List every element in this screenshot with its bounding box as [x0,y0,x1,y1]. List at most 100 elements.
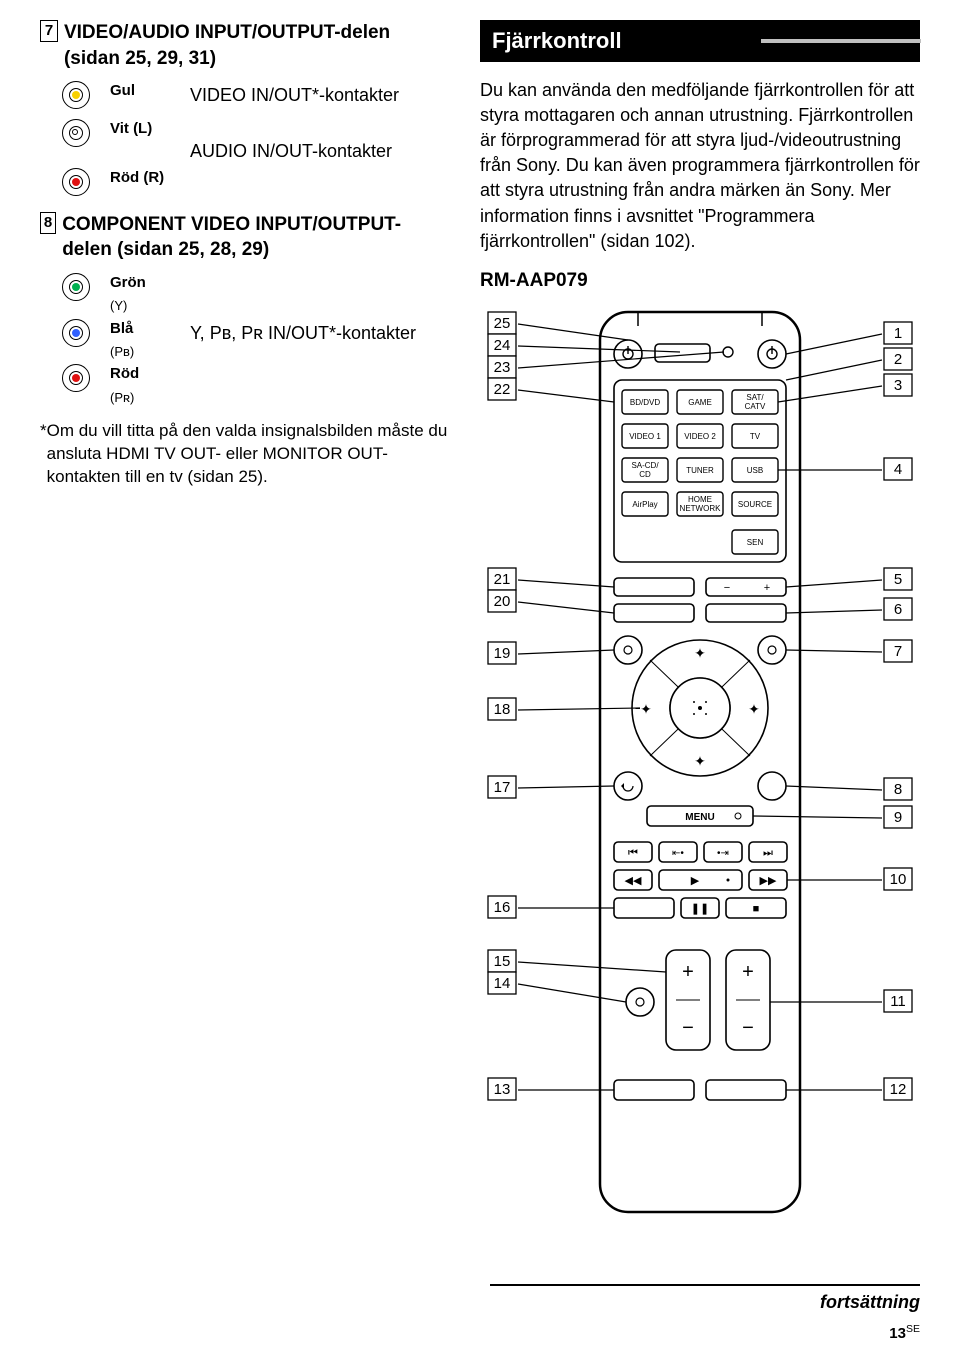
page-number: 13SE [889,1322,920,1344]
svg-text:TUNER: TUNER [686,466,714,475]
svg-text:6: 6 [894,601,902,618]
right-column: Fjärrkontroll Du kan använda den medfölj… [480,20,920,1222]
svg-text:NETWORK: NETWORK [680,504,722,513]
svg-text:✦: ✦ [748,701,760,717]
svg-text:16: 16 [494,899,511,916]
rca-icon-red [62,168,90,196]
svg-text:21: 21 [494,571,511,588]
svg-text:◀◀: ◀◀ [625,875,642,887]
svg-text:+: + [682,961,694,983]
section-8-title-text: COMPONENT VIDEO INPUT/OUTPUT-delen (sida… [62,212,450,263]
connector-color: Röd [110,364,190,384]
svg-text:22: 22 [494,381,511,398]
svg-text:3: 3 [894,377,902,394]
connector-color: Blå [110,319,190,339]
svg-text:5: 5 [894,571,902,588]
svg-text:VIDEO 2: VIDEO 2 [684,432,716,441]
footnote-text: Om du vill titta på den valda insignalsb… [47,420,450,489]
svg-text:+: + [764,582,770,594]
svg-text:1: 1 [894,325,902,342]
svg-text:✦: ✦ [694,645,706,661]
svg-text:4: 4 [894,461,902,478]
connector-row: Vit (L) AUDIO IN/OUT-kontakter [62,119,450,163]
svg-text:HOME: HOME [688,495,712,504]
svg-text:SAT/: SAT/ [746,393,764,402]
svg-text:✦: ✦ [694,753,706,769]
rca-icon-blue [62,319,90,347]
svg-text:MENU: MENU [685,812,714,823]
section-8-title: 8 COMPONENT VIDEO INPUT/OUTPUT-delen (si… [40,212,450,263]
connector-sublabel: (Pʙ) [110,343,190,361]
svg-text:23: 23 [494,359,511,376]
svg-text:✦: ✦ [640,701,652,717]
svg-text:10: 10 [890,871,907,888]
fjarr-header: Fjärrkontroll [480,20,920,62]
rca-icon-red [62,364,90,392]
svg-text:BD/DVD: BD/DVD [630,398,660,407]
svg-text:SOURCE: SOURCE [738,500,772,509]
svg-text:24: 24 [494,337,511,354]
svg-text:14: 14 [494,975,511,992]
svg-text:9: 9 [894,809,902,826]
connector-label: AUDIO IN/OUT-kontakter [190,119,450,163]
svg-text:15: 15 [494,953,511,970]
svg-text:−: − [724,582,730,594]
connector-color: Vit (L) [110,119,190,139]
svg-text:SEN: SEN [747,538,764,547]
svg-text:USB: USB [747,466,763,475]
svg-text:▶▶: ▶▶ [760,875,777,887]
connector-color: Grön [110,273,190,293]
svg-text:AirPlay: AirPlay [632,500,657,509]
svg-text:⏭: ⏭ [763,847,773,859]
svg-text:−: − [742,1017,754,1039]
connector-sublabel: (Y) [110,297,190,315]
svg-text:17: 17 [494,779,511,796]
svg-text:18: 18 [494,701,511,718]
svg-text:20: 20 [494,593,511,610]
svg-text:VIDEO 1: VIDEO 1 [629,432,661,441]
svg-text:SA-CD/: SA-CD/ [631,461,659,470]
svg-text:CATV: CATV [745,402,766,411]
svg-text:GAME: GAME [688,398,712,407]
rca-icon-green [62,273,90,301]
svg-text:CD: CD [639,470,651,479]
svg-text:•⇥: •⇥ [717,848,729,859]
connector-row: Röd (Pʀ) [62,364,450,406]
svg-text:12: 12 [890,1081,907,1098]
svg-text:⏮: ⏮ [628,847,638,859]
remote-figure: BD/DVD GAME SAT/CATV VIDEO 1 VIDEO 2 TV [480,302,920,1222]
svg-text:25: 25 [494,315,511,332]
svg-text:−: − [682,1017,694,1039]
svg-text:❚❚: ❚❚ [691,903,709,915]
svg-text:7: 7 [894,643,902,660]
connector-color: Gul [110,81,190,101]
connector-label: VIDEO IN/OUT*-kontakter [190,81,450,107]
continuation-label: fortsättning [490,1284,920,1314]
remote-svg: BD/DVD GAME SAT/CATV VIDEO 1 VIDEO 2 TV [480,302,920,1222]
svg-text:▶: ▶ [691,875,700,887]
svg-text:8: 8 [894,781,902,798]
rca-icon-yellow [62,81,90,109]
svg-text:11: 11 [890,993,906,1010]
connector-row: Blå (Pʙ) Y, Pʙ, Pʀ IN/OUT*-kontakter [62,319,450,361]
svg-text:2: 2 [894,351,902,368]
connector-label: Y, Pʙ, Pʀ IN/OUT*-kontakter [190,319,450,345]
svg-text:■: ■ [753,903,760,915]
svg-text:19: 19 [494,645,511,662]
section-7-title-text: VIDEO/AUDIO INPUT/OUTPUT-delen (sidan 25… [64,20,450,71]
connector-row: Gul VIDEO IN/OUT*-kontakter [62,81,450,109]
connector-sublabel: (Pʀ) [110,389,190,407]
left-column: 7 VIDEO/AUDIO INPUT/OUTPUT-delen (sidan … [40,20,450,1222]
fjarr-body: Du kan använda den medföljande fjärrkont… [480,78,920,254]
svg-text:⇤•: ⇤• [672,848,684,859]
svg-text:13: 13 [494,1081,511,1098]
connector-color: Röd (R) [110,168,190,188]
svg-text:+: + [742,961,754,983]
model-label: RM-AAP079 [480,268,920,294]
svg-text:TV: TV [750,432,761,441]
connector-row: Röd (R) [62,168,450,196]
section-8-number: 8 [40,212,56,234]
footnote: * Om du vill titta på den valda insignal… [40,420,450,489]
section-7-number: 7 [40,20,58,42]
connector-row: Grön (Y) [62,273,450,315]
